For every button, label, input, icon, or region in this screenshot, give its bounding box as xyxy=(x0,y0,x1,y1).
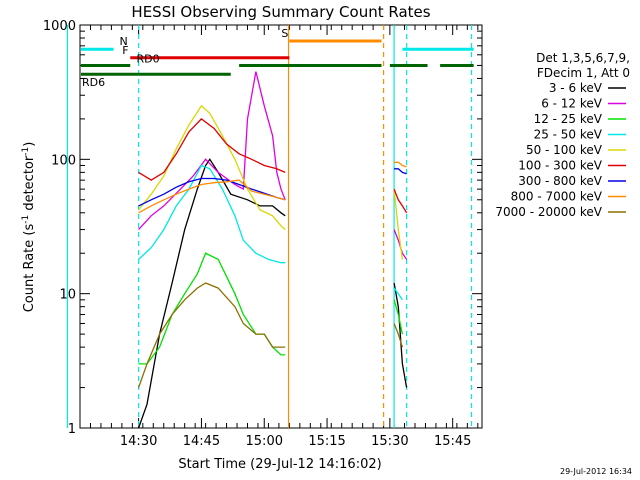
x-tick-label: 14:45 xyxy=(183,434,220,449)
series-line-5 xyxy=(138,104,404,260)
series-line-8 xyxy=(138,161,407,214)
plot-frame xyxy=(79,24,483,429)
y-axis-label: Count Rate (s-1 detector-1) xyxy=(21,142,37,313)
x-axis-ticks: 14:30 14:45 15:00 15:15 15:30 15:45 xyxy=(79,25,479,449)
legend-label: 25 - 50 keV xyxy=(534,128,603,142)
y-tick-label: 1000 xyxy=(43,19,76,34)
count-rate-series xyxy=(137,71,408,429)
datestamp: 29-Jul-2012 16:34 xyxy=(560,467,632,476)
series-line-9 xyxy=(137,282,404,388)
x-tick-label: 15:00 xyxy=(246,434,283,449)
series-line-3 xyxy=(138,252,404,365)
flag-label-rd0: RD0 xyxy=(137,52,160,65)
flag-label-n: N xyxy=(120,35,128,48)
legend-label: 3 - 6 keV xyxy=(549,81,603,95)
series-line-4 xyxy=(138,164,403,301)
legend: Det 1,3,5,6,7,9,FDecim 1, Att 03 - 6 keV… xyxy=(495,51,630,219)
x-tick-label: 14:30 xyxy=(120,434,157,449)
series-line-6 xyxy=(138,118,408,214)
legend-label: 100 - 300 keV xyxy=(518,159,602,173)
y-tick-label: 1 xyxy=(68,422,76,437)
legend-label: 300 - 800 keV xyxy=(518,174,602,188)
series-line-2 xyxy=(138,71,408,260)
x-tick-label: 15:30 xyxy=(371,434,408,449)
chart-title: HESSI Observing Summary Count Rates xyxy=(131,3,430,21)
x-tick-label: 15:15 xyxy=(308,434,345,449)
x-axis-label: Start Time (29-Jul-12 14:16:02) xyxy=(178,457,381,472)
flag-segments: NF S RD0 RD6 xyxy=(81,27,474,89)
x-tick-label: 15:45 xyxy=(434,434,471,449)
legend-header: FDecim 1, Att 0 xyxy=(537,66,630,80)
legend-header: Det 1,3,5,6,7,9, xyxy=(536,51,630,65)
legend-label: 7000 - 20000 keV xyxy=(495,205,602,219)
legend-label: 50 - 100 keV xyxy=(526,143,603,157)
time-interval-lines xyxy=(66,25,473,428)
flag-label-rd6: RD6 xyxy=(82,76,105,89)
y-tick-label: 100 xyxy=(51,153,76,168)
series-line-7 xyxy=(138,168,407,207)
legend-label: 6 - 12 keV xyxy=(541,97,603,111)
legend-label: 12 - 25 keV xyxy=(534,112,603,126)
flag-label-f: F xyxy=(122,44,128,57)
legend-label: 800 - 7000 keV xyxy=(511,190,603,204)
series-line-1 xyxy=(137,158,408,429)
flag-label-s: S xyxy=(281,27,288,40)
